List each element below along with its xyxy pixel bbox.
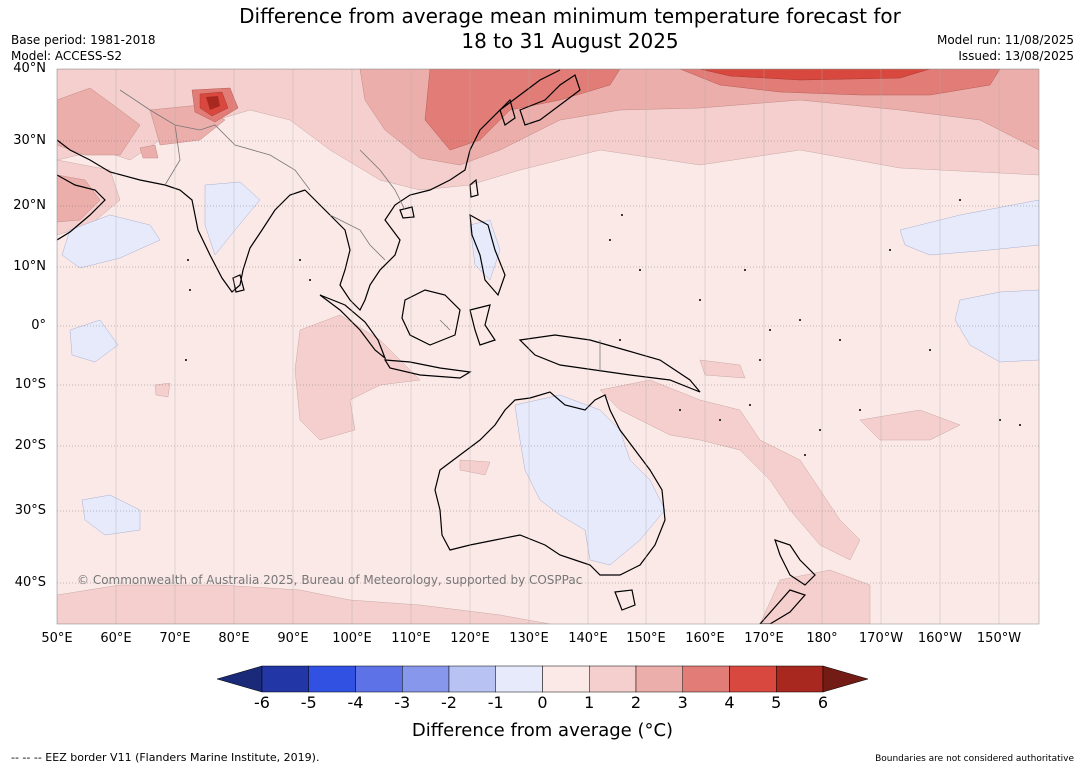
model-name: Model: ACCESS-S2: [11, 49, 123, 63]
longitude-label: 150°E: [626, 631, 666, 646]
colorbar-swatch: [308, 665, 356, 693]
colorbar-swatch: [589, 665, 637, 693]
eez-footnote: -- -- -- EEZ border V11 (Flanders Marine…: [11, 751, 320, 764]
boundaries-disclaimer: Boundaries are not considered authoritat…: [875, 754, 1074, 764]
title-line-1: Difference from average mean minimum tem…: [239, 4, 901, 28]
coastlines: [57, 69, 816, 624]
issued-date: Issued: 13/08/2025: [958, 49, 1074, 63]
latitude-label: 10°S: [14, 377, 46, 392]
colorbar-tick-label: -1: [487, 693, 504, 712]
model-run: Model run: 11/08/2025: [936, 33, 1074, 47]
longitude-label: 120°E: [450, 631, 490, 646]
colorbar-swatch: [355, 665, 403, 693]
colorbar-tick-label: 5: [771, 693, 782, 712]
latitude-label: 0°: [31, 318, 46, 333]
country-borders: [119, 89, 601, 372]
longitude-label: 170°W: [858, 631, 904, 646]
latitude-label: 40°N: [13, 61, 46, 76]
colorbar-tick-label: 3: [677, 693, 688, 712]
colorbar-swatch: [729, 665, 777, 693]
latitude-label: 30°N: [13, 133, 46, 148]
longitude-label: 130°E: [509, 631, 549, 646]
colorbar-swatch: [682, 665, 730, 693]
colorbar-tick-label: 1: [584, 693, 595, 712]
colorbar-tick-label: -4: [347, 693, 364, 712]
colorbar-tick-label: 0: [537, 693, 548, 712]
copyright-notice: © Commonwealth of Australia 2025, Bureau…: [77, 573, 583, 587]
colorbar-swatch: [635, 665, 683, 693]
colorbar-tick-label: 2: [630, 693, 642, 712]
colorbar-swatch: [261, 665, 309, 693]
pacific-islands: [185, 199, 1021, 456]
longitude-label: 140°E: [568, 631, 608, 646]
colorbar-tick-label: -5: [300, 693, 317, 712]
longitude-label: 160°W: [917, 631, 963, 646]
colorbar-swatch: [448, 665, 496, 693]
longitude-label: 170°E: [744, 631, 784, 646]
colorbar-tick-label: 6: [817, 693, 829, 712]
longitude-label: 80°E: [218, 631, 250, 646]
longitude-label: 70°E: [159, 631, 191, 646]
longitude-label: 90°E: [277, 631, 309, 646]
anomaly-5-6-region: [206, 96, 220, 110]
meta-right: Model run: 11/08/2025 Issued: 13/08/2025: [937, 32, 1074, 64]
graticule: [57, 69, 1039, 624]
colorbar-tick-label: -3: [394, 693, 411, 712]
longitude-label: 50°E: [41, 631, 73, 646]
meta-left: Base period: 1981-2018 Model: ACCESS-S2: [11, 32, 156, 64]
latitude-label: 30°S: [14, 503, 46, 518]
map-frame: [56, 68, 1040, 625]
colorbar-extend-high: [822, 665, 869, 693]
colorbar-tick-label: -2: [441, 693, 457, 712]
title-line-2: 18 to 31 August 2025: [461, 29, 679, 53]
longitude-label: 150°W: [976, 631, 1022, 646]
latitude-label: 10°N: [13, 259, 46, 274]
colorbar-swatch: [776, 665, 824, 693]
colorbar-swatch: [542, 665, 590, 693]
colorbar-swatch: [495, 665, 543, 693]
map-title: Difference from average mean minimum tem…: [0, 4, 1085, 54]
colorbar-tick-label: 4: [724, 693, 735, 712]
latitude-label: 40°S: [14, 575, 46, 590]
colorbar-extend-low: [216, 665, 263, 693]
longitude-label: 180°: [806, 631, 838, 646]
colorbar-tick-label: -6: [254, 693, 270, 712]
longitude-label: 160°E: [685, 631, 725, 646]
base-period: Base period: 1981-2018: [11, 33, 156, 47]
colorbar-swatch: [402, 665, 450, 693]
latitude-label: 20°S: [14, 438, 46, 453]
latitude-label: 20°N: [13, 198, 46, 213]
longitude-label: 110°E: [391, 631, 431, 646]
longitude-label: 60°E: [100, 631, 132, 646]
longitude-label: 100°E: [332, 631, 372, 646]
anomaly-neg1-0-regions: [61, 181, 1039, 566]
colorbar-label: Difference from average (°C): [411, 720, 674, 741]
